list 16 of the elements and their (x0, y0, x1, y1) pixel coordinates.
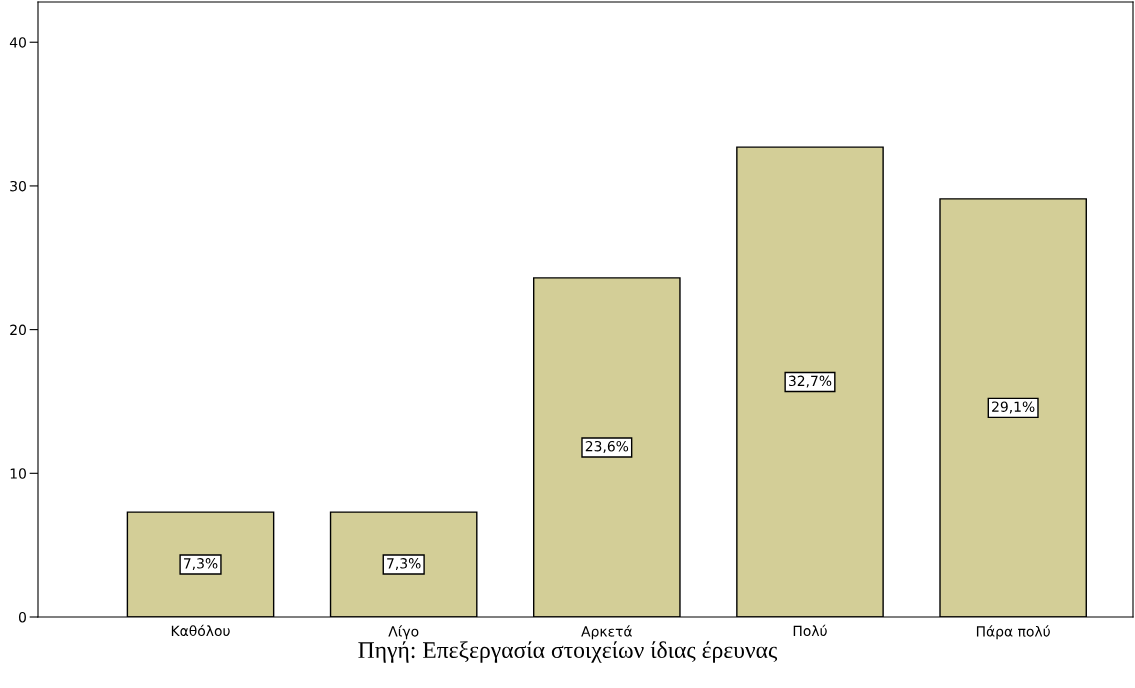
x-tick-label: Πάρα πολύ (976, 625, 1050, 640)
text: Πηγή: Επεξεργασία στοιχείων ίδιας έρευνας (358, 641, 778, 663)
data-label: 23,6% (585, 440, 629, 453)
y-tick-label: 0 (18, 611, 26, 623)
x-tick-label: Καθόλου (171, 624, 230, 637)
data-label: 7,3% (387, 558, 421, 570)
data-label: 7,3% (184, 558, 218, 570)
y-tick-label: 10 (10, 468, 26, 479)
y-tick-label: 30 (10, 180, 26, 192)
x-tick-label: Λίγο (388, 625, 419, 640)
x-tick-label: Πολύ (793, 624, 827, 637)
data-label: 29,1% (992, 401, 1035, 414)
y-tick-label: 40 (9, 37, 26, 48)
x-tick-label: Αρκετά (581, 625, 632, 640)
y-tick-label: 20 (10, 324, 26, 336)
data-label: 32,7% (788, 375, 832, 388)
